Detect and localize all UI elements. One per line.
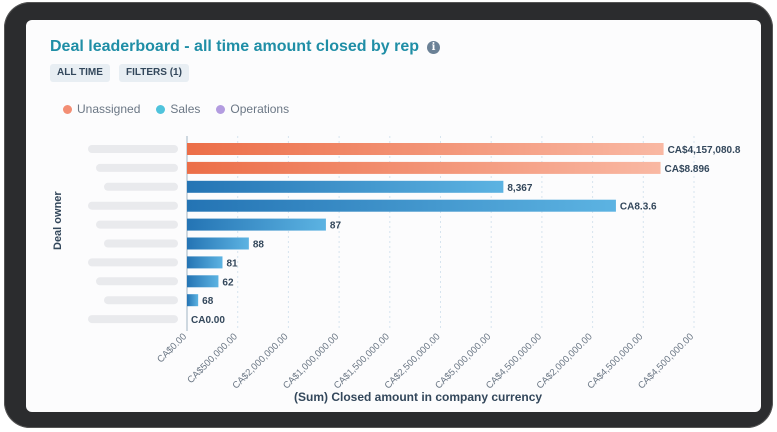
operations-dot-icon <box>216 105 226 114</box>
tablet-frame: Deal leaderboard - all time amount close… <box>4 2 773 428</box>
info-icon[interactable]: i <box>427 41 440 54</box>
blurred-owner-name <box>88 258 178 267</box>
blurred-owner-name <box>104 296 178 305</box>
bar-value-label: 68 <box>202 296 214 307</box>
legend-item-unassigned[interactable]: Unassigned <box>63 102 140 116</box>
bar-value-label: 8,367 <box>507 183 532 194</box>
bar-value-label: 88 <box>253 240 265 251</box>
blurred-owner-name <box>96 220 178 229</box>
bar-value-label: 81 <box>226 258 238 269</box>
legend-label: Unassigned <box>77 102 141 116</box>
bar-value-label: 87 <box>330 221 342 232</box>
bar <box>187 143 664 155</box>
bar-value-label: CA$8.896 <box>665 164 710 175</box>
blurred-owner-name <box>88 315 178 324</box>
bar-chart: CA$0.00CA$500,000.00CA$2,000,000.00CA$1,… <box>88 136 741 391</box>
y-axis-label: Deal owner <box>52 191 64 250</box>
bar-value-label: CA0.00 <box>191 315 225 326</box>
bar <box>187 161 661 174</box>
blurred-owner-name <box>96 277 178 286</box>
blurred-owner-name <box>96 163 178 172</box>
blurred-owner-name <box>104 182 178 191</box>
all-time-filter-chip[interactable]: ALL TIME <box>50 64 110 82</box>
blurred-owner-name <box>88 145 178 153</box>
legend-item-sales[interactable]: Sales <box>156 102 200 116</box>
bar <box>187 294 199 307</box>
x-axis-label: (Sum) Closed amount in company currency <box>294 390 543 404</box>
chart-legend: Unassigned Sales Operations <box>63 102 289 116</box>
bar <box>187 199 616 212</box>
legend-label: Operations <box>230 102 290 116</box>
x-tick-label: CA$500,000.00 <box>185 331 239 385</box>
x-tick-label: CA$0.00 <box>155 331 189 365</box>
blurred-owner-name <box>88 201 178 210</box>
title-text: Deal leaderboard - all time amount close… <box>50 38 419 55</box>
bar-value-label: CA$4,157,080.8 <box>668 145 741 156</box>
filters-chip[interactable]: FILTERS (1) <box>119 64 189 82</box>
bar-value-label: CA8.3.6 <box>620 202 657 213</box>
bar <box>187 275 219 288</box>
unassigned-dot-icon <box>63 105 72 114</box>
blurred-owner-name <box>104 239 178 248</box>
report-title: Deal leaderboard - all time amount close… <box>50 38 440 56</box>
bar <box>187 256 223 269</box>
bar-value-label: 62 <box>222 277 234 288</box>
sales-dot-icon <box>156 105 166 114</box>
bar <box>187 237 249 250</box>
report-card: Deal leaderboard - all time amount close… <box>26 20 761 412</box>
legend-label: Sales <box>170 102 201 116</box>
bar <box>187 218 326 231</box>
bar <box>187 180 504 193</box>
x-tick-label: CA$4,500,000.00 <box>636 331 696 391</box>
legend-item-operations[interactable]: Operations <box>216 102 289 116</box>
